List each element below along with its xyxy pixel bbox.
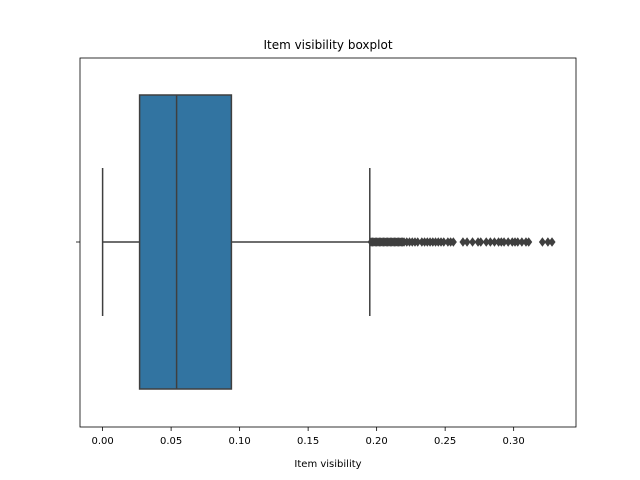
x-tick-label: 0.05 (160, 436, 182, 447)
outlier-points (367, 237, 556, 247)
x-tick-label: 0.00 (91, 436, 113, 447)
x-axis-label: Item visibility (294, 459, 361, 470)
outlier-point (548, 237, 556, 247)
x-tick-label: 0.10 (228, 436, 250, 447)
outlier-point (525, 237, 533, 247)
outlier-point (463, 237, 471, 247)
iqr-box (138, 94, 233, 390)
x-axis-ticks: 0.00 0.05 0.10 0.15 0.20 0.25 0.30 (91, 427, 525, 447)
outlier-point (469, 237, 477, 247)
outlier-point (477, 237, 485, 247)
chart-title: Item visibility boxplot (263, 38, 392, 52)
outlier-point (449, 237, 457, 247)
x-tick-label: 0.25 (434, 436, 456, 447)
x-tick-label: 0.30 (503, 436, 525, 447)
x-tick-label: 0.20 (366, 436, 388, 447)
x-tick-label: 0.15 (297, 436, 319, 447)
outlier-point (538, 237, 546, 247)
boxplot-series (101, 94, 371, 390)
plot-frame (79, 57, 577, 428)
